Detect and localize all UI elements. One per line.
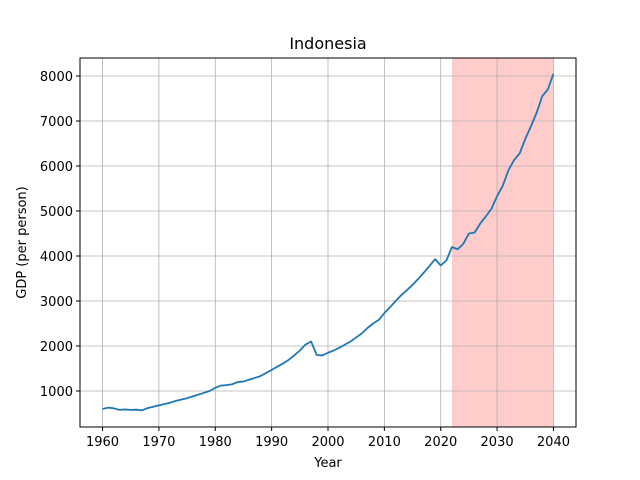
y-axis-label: GDP (per person) <box>15 186 30 299</box>
x-tick-label: 2040 <box>537 435 570 450</box>
chart-title: Indonesia <box>289 34 366 53</box>
x-tick-label: 2030 <box>481 435 514 450</box>
y-tick-label: 8000 <box>40 70 73 85</box>
x-tick-label: 1990 <box>255 435 288 450</box>
x-axis-label: Year <box>313 456 342 471</box>
tick-layer: 1960 1970 1980 1990 2000 2010 2020 2030 2040 1000… <box>40 70 570 450</box>
series-line <box>102 73 555 412</box>
y-tick-label: 4000 <box>40 250 73 265</box>
y-tick-label: 5000 <box>40 205 73 220</box>
y-tick-label: 2000 <box>40 340 73 355</box>
y-tick-label: 3000 <box>40 295 73 310</box>
shaded-region <box>452 58 554 427</box>
grid-layer <box>80 58 576 427</box>
y-tick-label: 1000 <box>40 385 73 400</box>
x-tick-label: 2010 <box>368 435 401 450</box>
shaded-region-layer <box>452 58 554 427</box>
x-tick-label: 2020 <box>424 435 457 450</box>
x-tick-label: 1980 <box>199 435 232 450</box>
x-tick-label: 1970 <box>142 435 175 450</box>
x-tick-label: 2000 <box>311 435 344 450</box>
y-tick-label: 6000 <box>40 160 73 175</box>
series-layer <box>102 73 555 412</box>
x-tick-label: 1960 <box>86 435 119 450</box>
y-tick-label: 7000 <box>40 115 73 130</box>
